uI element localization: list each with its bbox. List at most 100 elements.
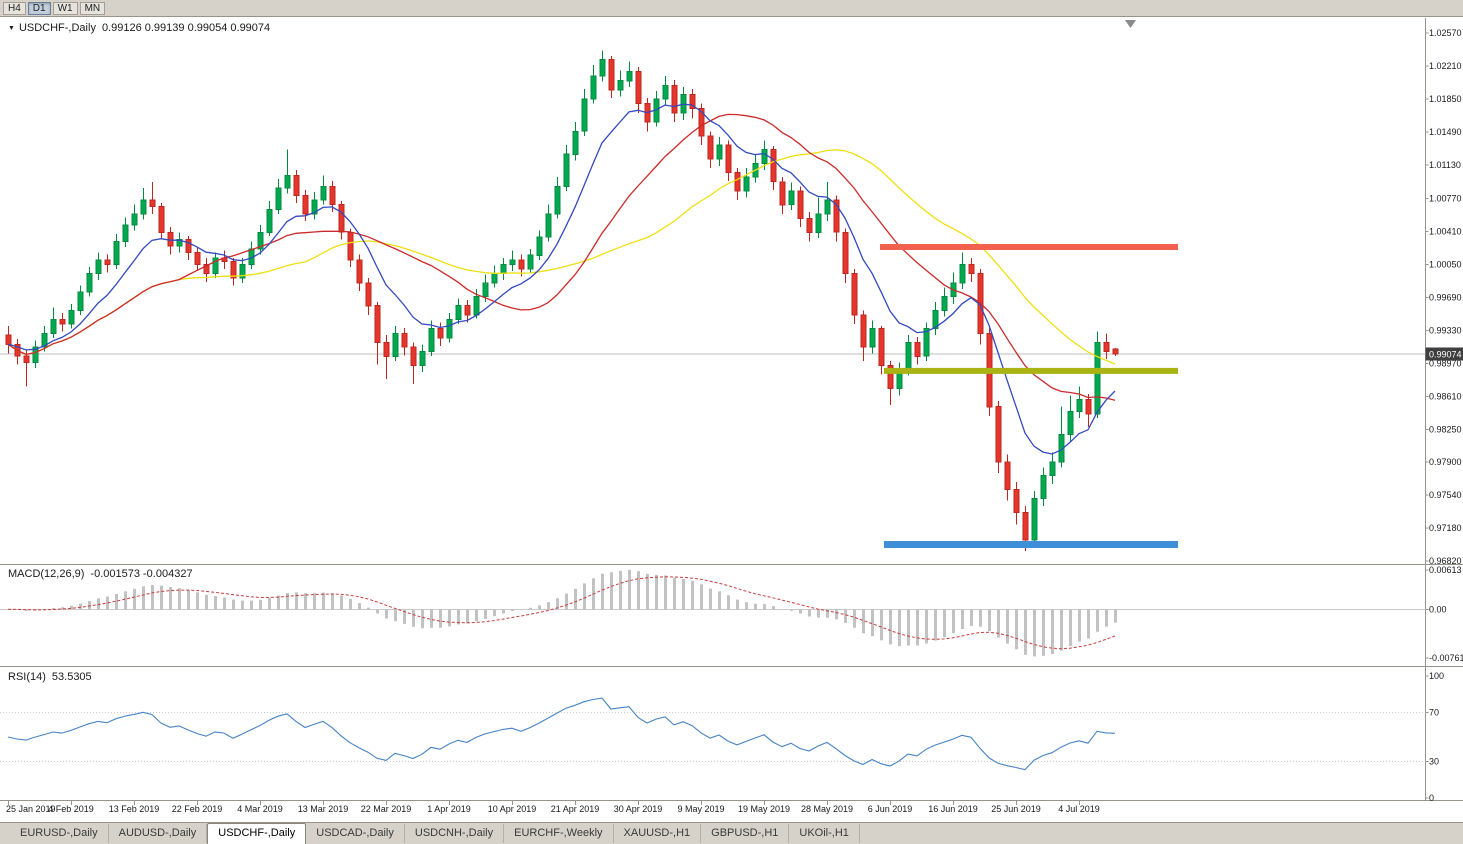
candle [842,231,849,275]
collapse-chart-icon[interactable]: ▼ [8,25,15,32]
candle [761,149,768,164]
candle [140,199,147,215]
candle [95,259,102,275]
candle [446,319,453,339]
candle [662,84,669,100]
date-label: 4 Feb 2019 [48,804,94,814]
candle [113,240,120,265]
candle [455,305,462,321]
candle [122,224,129,242]
candle [689,94,696,109]
candle [797,190,804,219]
candle [1103,342,1110,353]
rsi-line [7,697,1116,771]
rsi-label: RSI(14) [8,671,46,683]
timeframe-button-h4[interactable]: H4 [3,1,26,15]
candle [878,328,885,366]
candle [356,259,363,284]
price-axis-label: 0.97540 [1429,490,1462,500]
candle [32,346,39,364]
rsi-axis-label: 100 [1429,671,1444,681]
timeframe-button-w1[interactable]: W1 [52,1,78,15]
candle [608,59,615,91]
ma-line-mid [7,113,1116,401]
date-label: 6 Jun 2019 [868,804,913,814]
hline-resistance-upper[interactable] [880,244,1178,250]
candle [59,319,66,325]
candle [131,213,138,226]
date-label: 22 Mar 2019 [361,804,412,814]
candle [554,185,561,215]
candle [698,107,705,137]
candle [293,174,300,197]
chart-ohlc-values: 0.99126 0.99139 0.99054 0.99074 [101,22,271,34]
candle [185,239,192,254]
chart-title: ▼ USDCHF-,Daily 0.99126 0.99139 0.99054 0.… [8,22,270,34]
candle [347,231,354,261]
candle [671,84,678,114]
chart-tab-usdcnh-daily[interactable]: USDCNH-,Daily [405,824,505,843]
candle [536,236,543,256]
price-axis-label: 1.01130 [1429,160,1461,170]
ma-line-fast [7,103,1116,455]
rsi-title: RSI(14) 53.5305 [8,671,92,683]
price-axis-label: 0.99330 [1429,326,1462,336]
candle [968,263,975,275]
rsi-axis-label: 30 [1429,756,1439,766]
macd-title: MACD(12,26,9) -0.001573 -0.004327 [8,568,193,580]
rsi-axis-label: 70 [1429,708,1439,718]
candle [311,199,318,215]
candle [590,75,597,100]
chart-tab-eurchf-weekly[interactable]: EURCHF-,Weekly [504,824,614,843]
candle [716,144,723,160]
hline-support-lower[interactable] [884,541,1178,548]
candle [1085,398,1092,415]
candle [203,263,210,275]
price-axis-label: 0.98610 [1429,392,1462,402]
chart-tab-audusd-daily[interactable]: AUDUSD-,Daily [109,824,208,843]
chart-tabs-bar: EURUSD-,Daily AUDUSD-,Daily USDCHF-,Daily U… [0,822,1463,844]
price-axis-label: 1.02570 [1429,28,1462,38]
candle [725,144,732,173]
candle [932,309,939,330]
candle [1094,342,1101,415]
timeframe-button-mn[interactable]: MN [79,1,106,15]
candle [941,296,948,311]
date-label: 13 Feb 2019 [109,804,160,814]
candle [1004,461,1011,490]
candle [788,190,795,206]
candle [68,309,75,325]
candle [212,257,219,275]
date-label: 9 May 2019 [677,804,724,814]
chart-tab-usdcad-daily[interactable]: USDCAD-,Daily [306,824,405,843]
candle [1013,488,1020,513]
date-label: 22 Feb 2019 [172,804,223,814]
candle [338,204,345,233]
chart-tab-xauusd-h1[interactable]: XAUUSD-,H1 [614,824,702,843]
macd-axis-label: 0.00 [1429,604,1447,614]
candle [158,206,165,233]
hline-support-mid[interactable] [884,367,1178,374]
chart-tab-eurusd-daily[interactable]: EURUSD-,Daily [10,824,109,843]
chart-tab-usdchf-daily[interactable]: USDCHF-,Daily [207,823,307,844]
price-axis-label: 1.00770 [1429,193,1462,203]
timeframe-button-d1[interactable]: D1 [27,1,51,15]
candle [860,314,867,348]
candle [779,181,786,206]
candle [257,231,264,250]
candle [1067,410,1074,435]
chart-tab-ukoil-h1[interactable]: UKOil-,H1 [789,824,860,843]
candle [581,98,588,132]
candle [239,263,246,279]
candle [194,252,201,265]
macd-label: MACD(12,26,9) [8,568,85,580]
candle [482,282,489,298]
price-axis-label: 1.02210 [1429,61,1462,71]
chart-tab-gbpusd-h1[interactable]: GBPUSD-,H1 [701,824,790,843]
chart-shift-marker-icon[interactable] [1125,20,1136,28]
candle [707,135,714,160]
candle [599,59,606,77]
candle [1031,498,1038,541]
candle [419,351,426,366]
